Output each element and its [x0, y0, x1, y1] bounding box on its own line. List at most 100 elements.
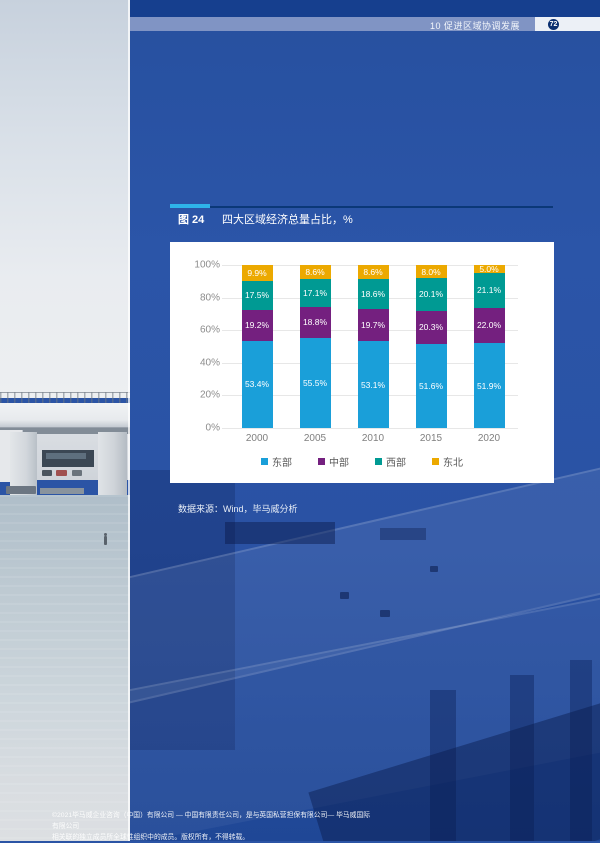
header-band	[130, 17, 535, 31]
photo-billboard-screen	[46, 453, 86, 459]
y-tick-label: 80%	[199, 292, 220, 304]
footer-disclaimer-line2: 相关联的独立成员所全球性组织中的成员。版权所有，不得转载。	[52, 834, 250, 841]
y-tick-label: 60%	[199, 324, 220, 336]
bar-column: 53.1% 19.7% 18.6% 8.6%	[344, 265, 402, 428]
bar-segment-value: 8.0%	[421, 266, 441, 277]
photo-water	[0, 495, 130, 841]
photo-water-texture	[0, 495, 130, 841]
bar-stack: 53.4% 19.2% 17.5% 9.9%	[241, 265, 273, 428]
photo-person-silhouette	[104, 533, 107, 545]
bar-segment-value: 18.8%	[302, 317, 328, 328]
footer-disclaimer: ©2021毕马威企业咨询（中国）有限公司 — 中国有限责任公司，是与英国私营担保…	[52, 810, 372, 843]
bar-column: 51.6% 20.3% 20.1% 8.0%	[402, 265, 460, 428]
photo-bridge-railing	[0, 392, 130, 405]
bar-segment-value: 19.7%	[360, 320, 386, 331]
bar-segment-东北: 9.9%	[241, 265, 273, 282]
x-tick-label: 2005	[303, 433, 327, 444]
x-tick-label: 2000	[245, 433, 269, 444]
bar-stack: 53.1% 19.7% 18.6% 8.6%	[357, 265, 389, 428]
bar-segment-中部: 20.3%	[415, 310, 447, 344]
chart-legend: 东部 中部 西部 东北	[170, 454, 554, 469]
bar-segment-中部: 22.0%	[473, 307, 505, 344]
bar-stack: 51.6% 20.3% 20.1% 8.0%	[415, 265, 447, 428]
bar-segment-value: 19.2%	[244, 320, 270, 331]
overlay-vehicle	[430, 566, 438, 572]
overlay-bridge-pier	[570, 660, 592, 841]
overlay-bridge-pier	[430, 690, 456, 841]
bar-segment-中部: 19.2%	[241, 309, 273, 341]
overlay-vehicle	[380, 610, 390, 617]
overlay-vehicle	[340, 592, 349, 599]
bar-segment-中部: 19.7%	[357, 309, 389, 342]
bar-segment-东部: 51.6%	[415, 343, 447, 428]
figure-rule	[170, 206, 553, 208]
gridline	[222, 428, 518, 429]
photo-car	[56, 470, 67, 476]
bar-segment-value: 9.9%	[247, 268, 267, 279]
photo-car	[72, 470, 82, 476]
y-tick-label: 0%	[205, 422, 220, 434]
legend-item-中部: 中部	[318, 454, 349, 469]
bar-segment-东北: 5.0%	[473, 264, 505, 275]
figure-tag: 图 24	[178, 214, 205, 226]
page-number-badge: 72	[548, 18, 559, 30]
bar-segment-value: 53.1%	[360, 379, 386, 390]
bar-segment-东北: 8.6%	[357, 265, 389, 280]
bar-column: 55.5% 18.8% 17.1% 8.6%	[286, 265, 344, 428]
legend-swatch	[318, 458, 325, 465]
chart-bars: 53.4% 19.2% 17.5% 9.9% 55.5% 18.8% 17.1% 8.6% 53…	[228, 265, 518, 428]
footer-disclaimer-line1: ©2021毕马威企业咨询（中国）有限公司 — 中国有限责任公司，是与英国私营担保…	[52, 812, 371, 830]
y-tick-label: 40%	[199, 357, 220, 369]
y-tick-label: 20%	[199, 389, 220, 401]
figure-rule-accent	[170, 204, 210, 208]
bar-segment-东部: 55.5%	[299, 337, 331, 428]
photo-edge-highlight	[128, 0, 130, 841]
bar-segment-value: 20.3%	[418, 322, 444, 333]
header-band-white	[535, 17, 600, 31]
bar-segment-东部: 53.1%	[357, 341, 389, 428]
y-tick-label: 100%	[194, 259, 220, 271]
bar-segment-value: 20.1%	[418, 289, 444, 300]
legend-swatch	[432, 458, 439, 465]
x-tick-label: 2020	[477, 433, 501, 444]
photo-pontoon	[40, 488, 84, 494]
bar-segment-value: 51.6%	[418, 380, 444, 391]
bar-segment-中部: 18.8%	[299, 306, 331, 338]
source-note: 数据来源：Wind，毕马威分析	[178, 504, 298, 514]
chart-card: 100% 80% 60% 40% 20% 0% 53.4% 19.2% 17.5% 9.9% 55…	[170, 242, 554, 483]
legend-label: 中部	[329, 458, 349, 469]
legend-item-东部: 东部	[261, 454, 292, 469]
bar-segment-西部: 21.1%	[473, 273, 505, 308]
bar-segment-value: 5.0%	[479, 264, 499, 275]
photo-cars	[40, 470, 96, 479]
bar-segment-东北: 8.0%	[415, 265, 447, 279]
bar-segment-西部: 20.1%	[415, 278, 447, 311]
x-tick-label: 2010	[361, 433, 385, 444]
overlay-sign-gantry	[380, 528, 426, 540]
bar-segment-东部: 53.4%	[241, 340, 273, 428]
bar-segment-西部: 17.5%	[241, 281, 273, 310]
legend-swatch	[261, 458, 268, 465]
header-bar	[130, 0, 600, 17]
legend-item-西部: 西部	[375, 454, 406, 469]
bar-segment-value: 21.1%	[476, 285, 502, 296]
bar-segment-value: 18.6%	[360, 289, 386, 300]
photo-bridge-deck	[0, 403, 130, 429]
overlay-water-shadow	[130, 470, 235, 750]
legend-label: 东北	[443, 458, 463, 469]
bar-segment-value: 22.0%	[476, 320, 502, 331]
bar-stack: 55.5% 18.8% 17.1% 8.6%	[299, 265, 331, 428]
photo-boat	[6, 486, 36, 494]
figure-title: 四大区域经济总量占比，%	[222, 214, 353, 226]
bar-column: 53.4% 19.2% 17.5% 9.9%	[228, 265, 286, 428]
photo-sky	[0, 0, 130, 398]
legend-swatch	[375, 458, 382, 465]
bar-segment-东部: 51.9%	[473, 343, 505, 428]
bar-segment-value: 17.5%	[244, 290, 270, 301]
overlay-bridge-pier	[510, 675, 534, 841]
legend-label: 西部	[386, 458, 406, 469]
bar-segment-东北: 8.6%	[299, 265, 331, 280]
bar-segment-西部: 18.6%	[357, 279, 389, 310]
bar-segment-西部: 17.1%	[299, 279, 331, 307]
chart-y-axis-labels: 100% 80% 60% 40% 20% 0%	[176, 260, 222, 434]
